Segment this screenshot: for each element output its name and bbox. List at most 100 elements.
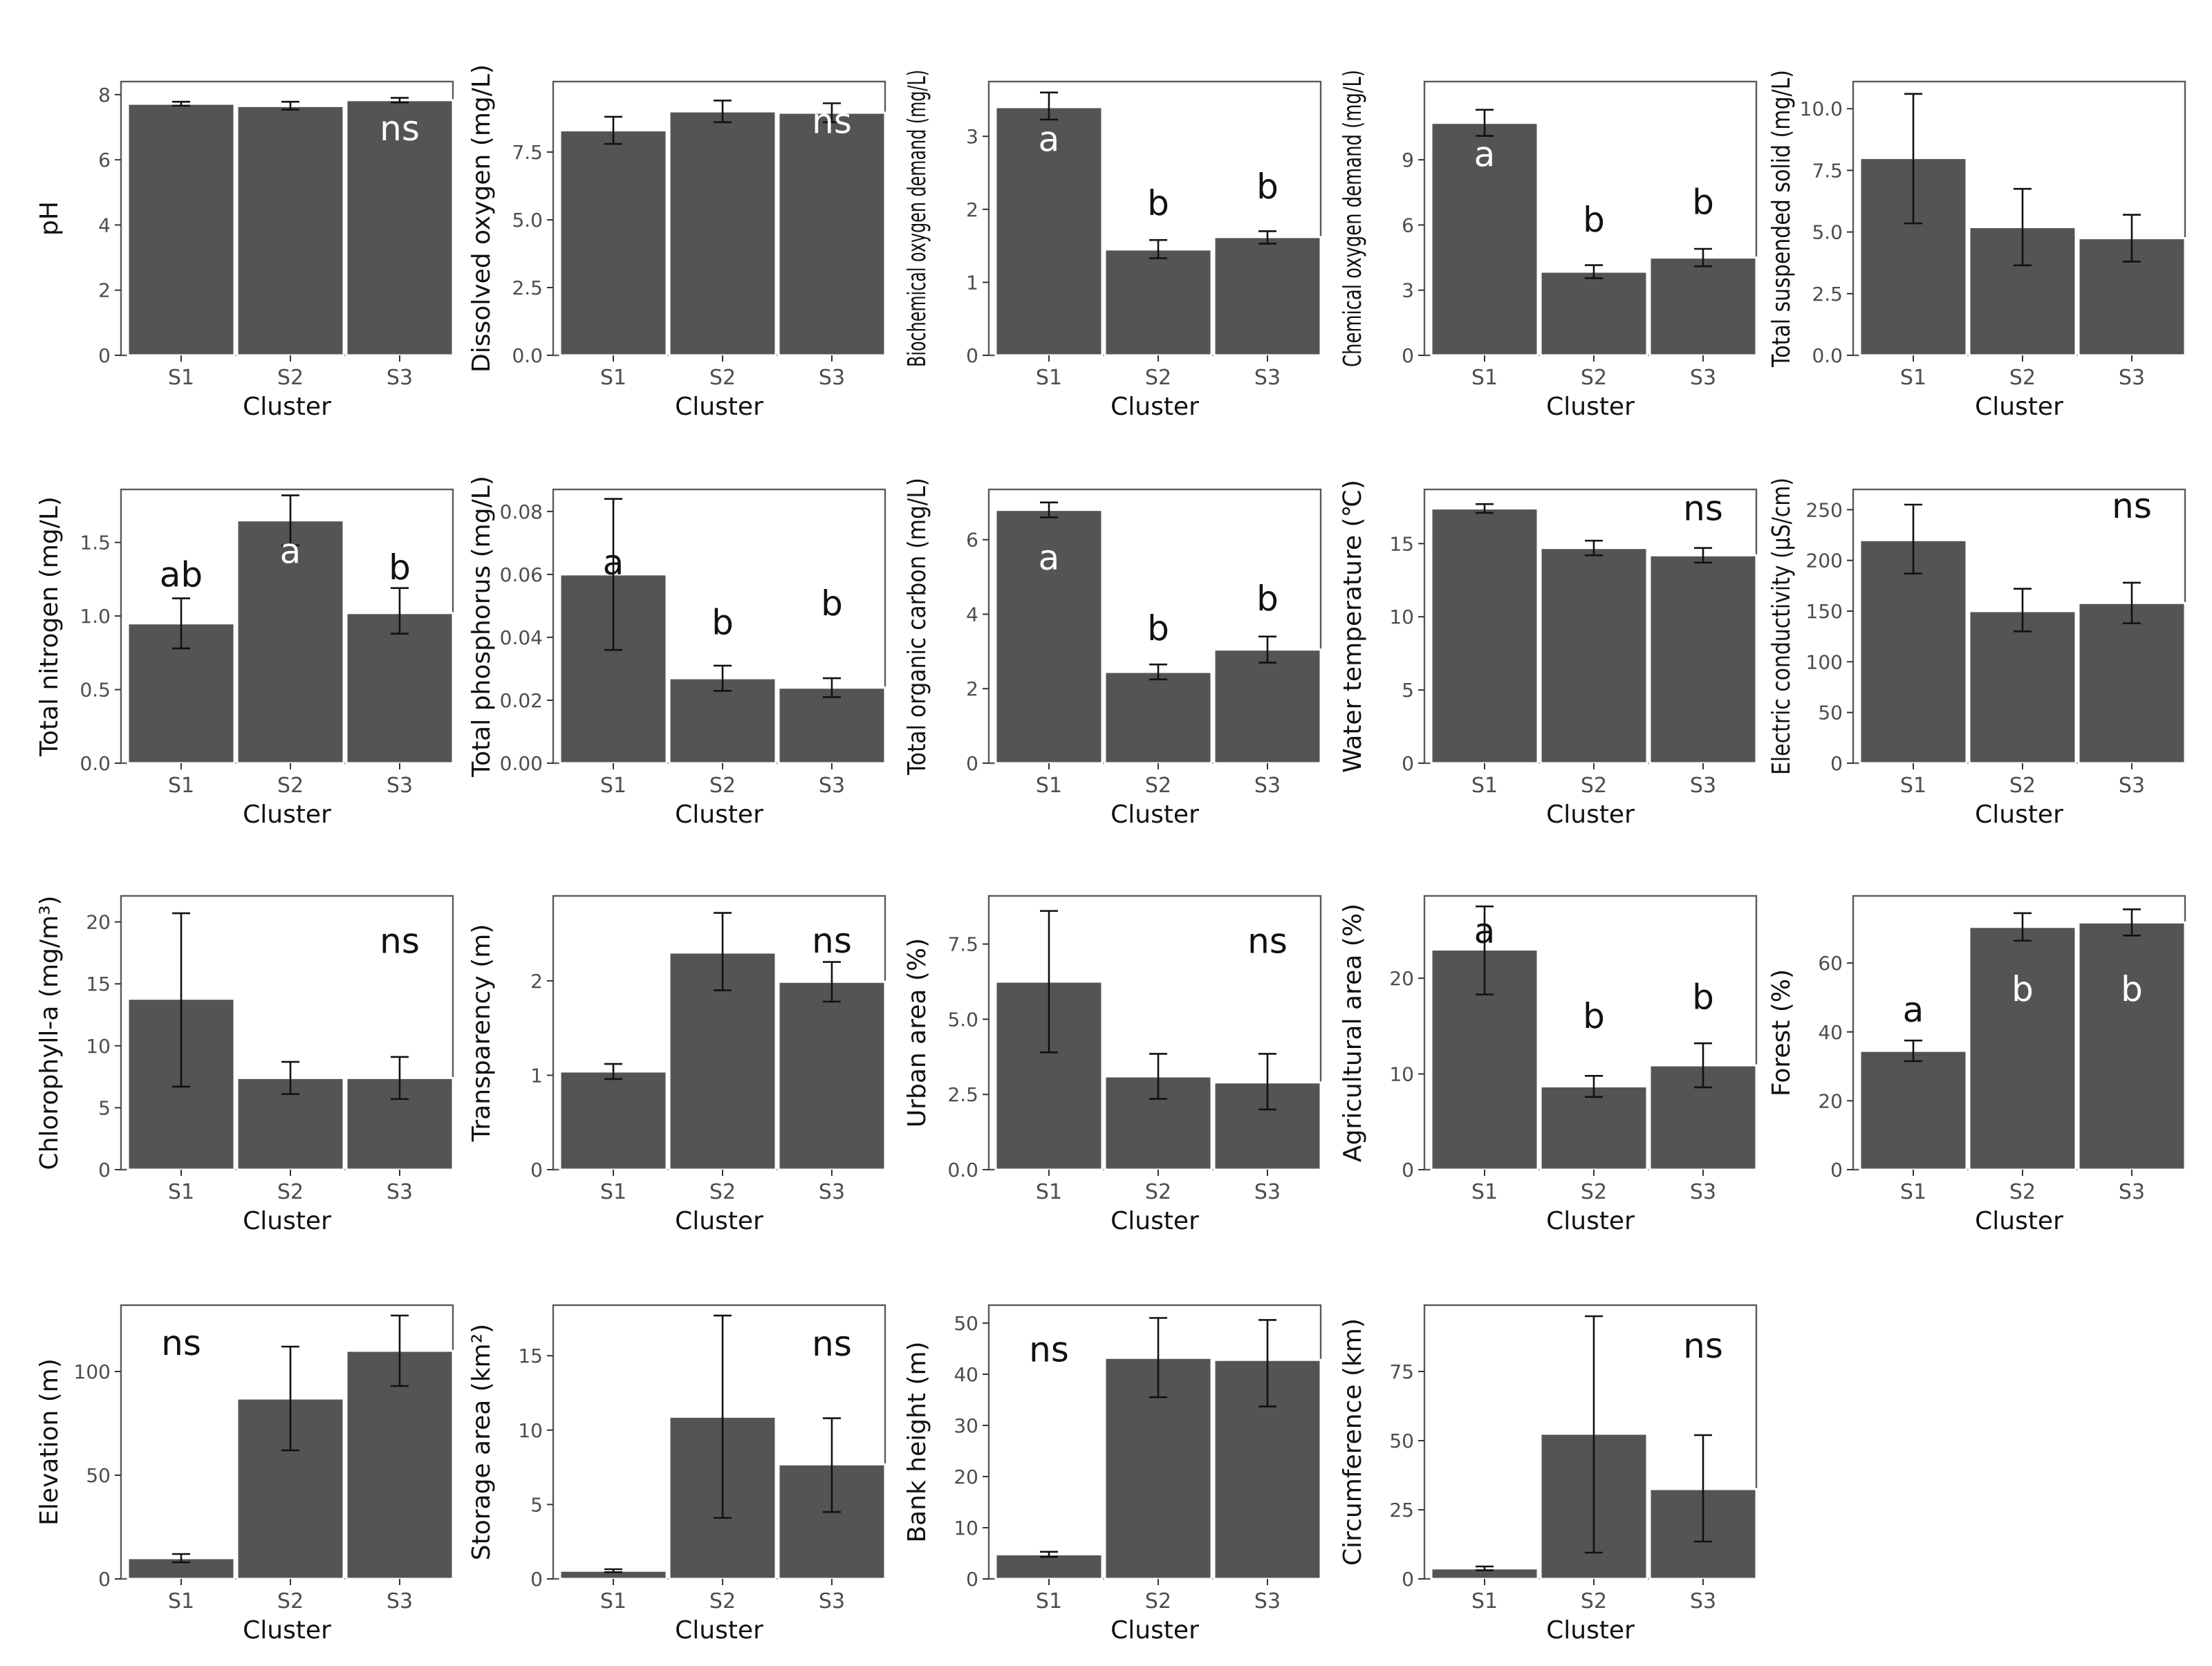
y-tick-label: 25 xyxy=(1389,1499,1414,1522)
bar-s3 xyxy=(1213,648,1322,765)
y-tick-label: 15 xyxy=(1389,532,1414,555)
bar-s2 xyxy=(1539,1085,1648,1171)
x-tick-label: S1 xyxy=(1900,774,1926,798)
panel-chlorophyll-a: S1 S2 S3 0 5 10 15 20 Cluster Chlorophyll-a (mg/m… xyxy=(35,895,454,1235)
y-tick-label: 1.5 xyxy=(80,532,111,554)
y-tick-label: 0 xyxy=(530,1159,543,1181)
y-tick-label: 2.5 xyxy=(512,277,543,299)
x-tick-label: S3 xyxy=(2119,1180,2145,1204)
y-tick-label: 50 xyxy=(1389,1430,1414,1452)
panel-electric-conductivity: S1 S2 S3 0 50 100 150 200 250 Cluster Electric con… xyxy=(1767,478,2186,829)
y-axis-title: Biochemical oxygen demand (mg/L) xyxy=(903,70,931,367)
bar-s1 xyxy=(559,1070,668,1171)
x-tick-label: S1 xyxy=(1900,366,1926,390)
significance-label: ns xyxy=(812,101,852,141)
y-tick-label: 0.06 xyxy=(500,563,543,586)
x-tick-label: S2 xyxy=(277,1180,304,1204)
y-tick-label: 1 xyxy=(966,271,978,294)
significance-label: ns xyxy=(380,109,420,149)
y-tick-label: 10 xyxy=(1389,1063,1414,1086)
y-tick-label: 6 xyxy=(966,529,978,552)
y-tick-label: 6 xyxy=(1402,214,1414,236)
significance-label: b xyxy=(1583,996,1605,1036)
y-tick-label: 60 xyxy=(1818,952,1843,975)
significance-label: a xyxy=(1903,990,1924,1030)
bar-s3 xyxy=(777,111,886,357)
x-tick-label: S2 xyxy=(277,366,304,390)
bar-s2 xyxy=(1104,248,1213,357)
y-tick-label: 6 xyxy=(98,149,111,171)
x-axis-title: Cluster xyxy=(1546,1616,1635,1645)
y-tick-label: 0.08 xyxy=(500,500,543,523)
y-tick-label: 100 xyxy=(1806,651,1843,673)
y-tick-label: 0 xyxy=(1402,1568,1414,1591)
y-tick-label: 0 xyxy=(98,1159,111,1181)
bar-s3 xyxy=(1648,554,1758,765)
bar-s1 xyxy=(1859,1049,1968,1171)
y-tick-label: 50 xyxy=(86,1464,111,1487)
x-axis-title: Cluster xyxy=(675,1616,763,1645)
x-tick-label: S3 xyxy=(1690,774,1716,798)
x-tick-label: S2 xyxy=(1581,1180,1607,1204)
x-axis-title: Cluster xyxy=(1975,1207,2063,1235)
bar-s3 xyxy=(777,686,886,765)
bar-s3 xyxy=(345,612,454,765)
significance-label: a xyxy=(1474,135,1496,175)
x-tick-label: S3 xyxy=(2119,366,2145,390)
significance-label: ns xyxy=(380,921,420,961)
x-tick-label: S3 xyxy=(819,366,845,390)
x-tick-label: S3 xyxy=(2119,774,2145,798)
y-tick-label: 0.0 xyxy=(80,752,111,775)
y-tick-label: 20 xyxy=(1389,967,1414,990)
x-axis-title: Cluster xyxy=(675,393,763,421)
x-tick-label: S2 xyxy=(2009,366,2036,390)
bar-s2 xyxy=(1539,270,1648,357)
x-tick-label: S1 xyxy=(1036,1589,1062,1613)
significance-label: b xyxy=(1256,167,1279,207)
significance-label: a xyxy=(1474,911,1496,951)
y-tick-label: 40 xyxy=(1818,1021,1843,1044)
y-tick-label: 0 xyxy=(966,344,978,367)
panel-total-suspended-solid: S1 S2 S3 0.0 2.5 5.0 7.5 10.0 Cluster Total suspe… xyxy=(1767,70,2186,421)
panel-chemical-oxygen-demand: S1 S2 S3 0 3 6 9 Cluster Chemical oxygen demand … xyxy=(1339,70,1758,421)
x-tick-label: S2 xyxy=(1581,1589,1607,1613)
y-tick-label: 0 xyxy=(530,1568,543,1591)
panel-total-organic-carbon: S1 S2 S3 0 2 4 6 Cluster Total organic carbon (m… xyxy=(903,478,1322,829)
significance-label: b xyxy=(1147,608,1169,648)
significance-label: b xyxy=(2121,969,2143,1009)
significance-label: a xyxy=(1039,119,1060,159)
x-tick-label: S3 xyxy=(387,774,413,798)
bar-s3 xyxy=(2077,921,2186,1171)
significance-label: b xyxy=(821,583,843,624)
y-axis-title: Forest (%) xyxy=(1767,969,1796,1096)
x-tick-label: S2 xyxy=(1145,1180,1171,1204)
y-tick-label: 0 xyxy=(966,752,978,775)
significance-label: a xyxy=(1039,538,1060,578)
panel-forest: S1 S2 S3 0 20 40 60 Cluster Forest (%) a b b xyxy=(1767,895,2186,1235)
x-tick-label: S2 xyxy=(1145,366,1171,390)
x-tick-label: S3 xyxy=(1254,1180,1281,1204)
y-tick-label: 2 xyxy=(530,970,543,993)
significance-label: ab xyxy=(160,555,203,595)
x-tick-label: S1 xyxy=(168,1180,194,1204)
y-tick-label: 50 xyxy=(1818,702,1843,724)
y-tick-label: 4 xyxy=(98,214,111,236)
panel-total-nitrogen: S1 S2 S3 0.0 0.5 1.0 1.5 Cluster Total nitrogen … xyxy=(35,488,454,829)
significance-label: b xyxy=(1147,183,1169,223)
bar-s2 xyxy=(668,110,777,357)
bar-s2 xyxy=(236,104,345,357)
y-axis-title: Total organic carbon (mg/L) xyxy=(903,478,931,776)
panel-bank-height: S1 S2 S3 0 10 20 30 40 50 Cluster Bank height (m) n… xyxy=(903,1304,1322,1645)
x-axis-title: Cluster xyxy=(1975,393,2063,421)
y-tick-label: 2 xyxy=(98,279,111,302)
y-tick-label: 50 xyxy=(954,1312,978,1335)
y-tick-label: 200 xyxy=(1806,550,1843,572)
y-tick-label: 3 xyxy=(966,125,978,148)
bar-s3 xyxy=(1213,236,1322,357)
y-tick-label: 0 xyxy=(966,1568,978,1591)
x-axis-title: Cluster xyxy=(243,1207,331,1235)
x-tick-label: S1 xyxy=(1036,774,1062,798)
y-tick-label: 0 xyxy=(1402,1159,1414,1181)
x-tick-label: S1 xyxy=(1471,1589,1498,1613)
y-tick-label: 10 xyxy=(518,1419,543,1442)
